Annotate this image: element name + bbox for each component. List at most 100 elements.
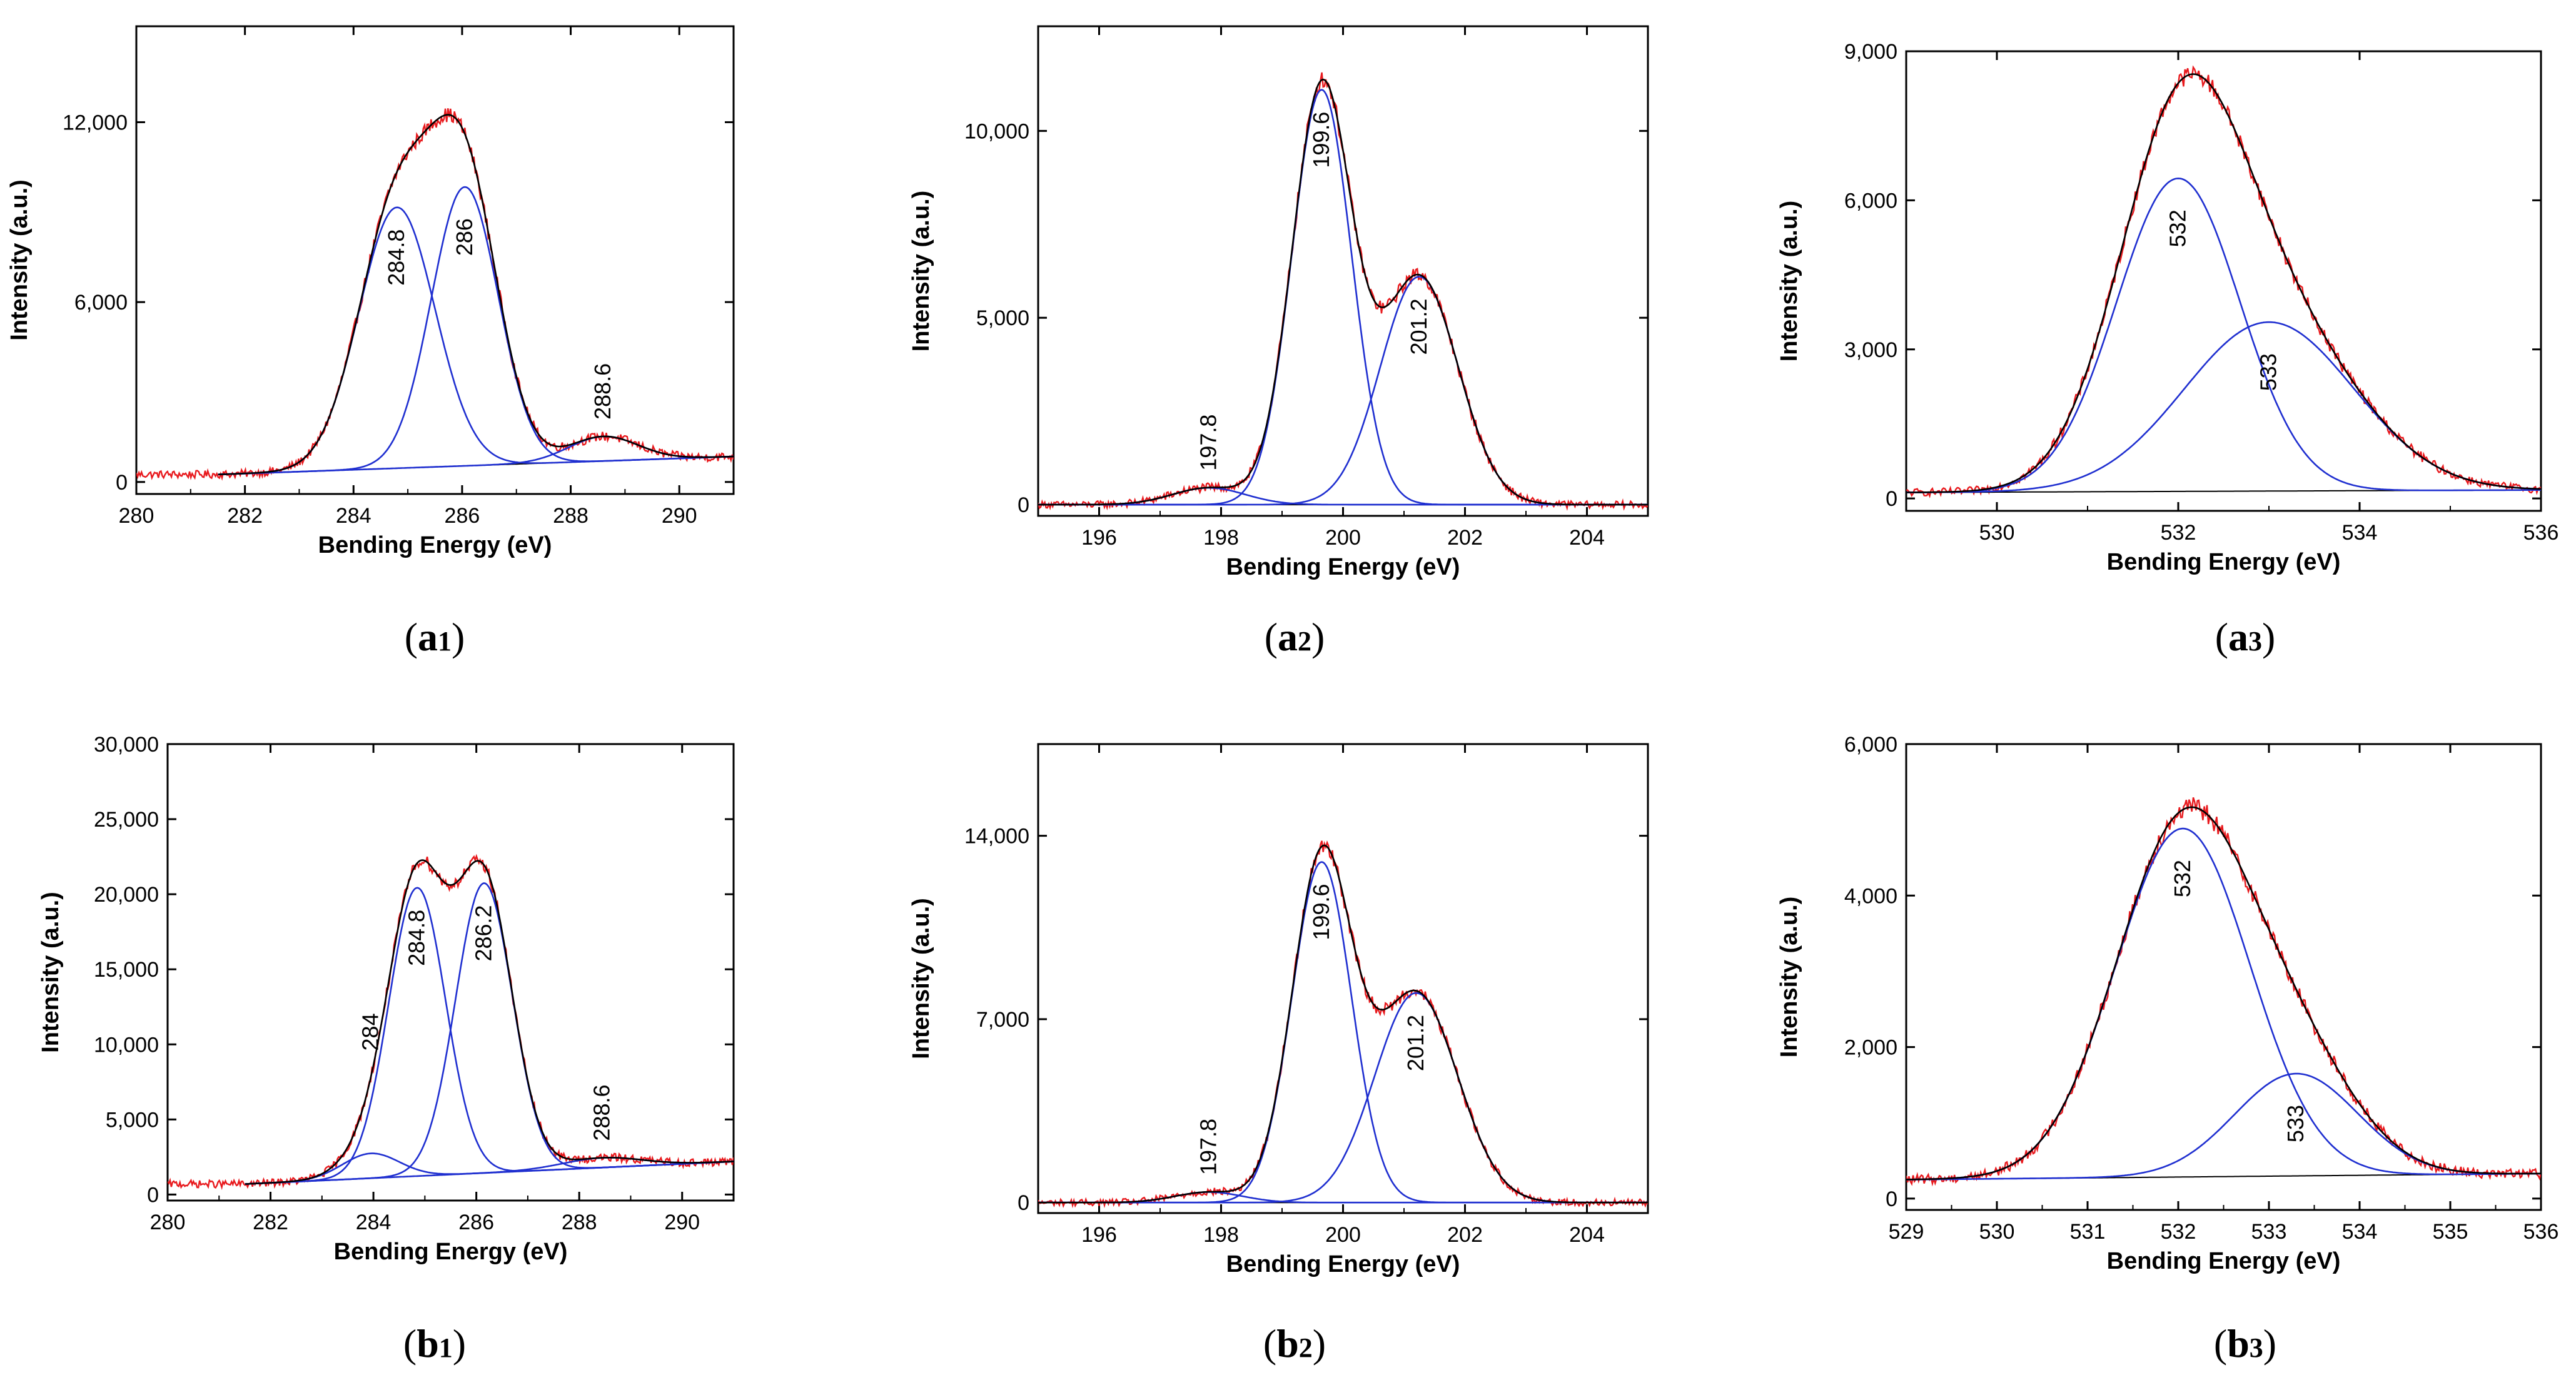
panel-caption: (a1) <box>405 615 465 659</box>
x-tick-label: 536 <box>2523 1220 2559 1244</box>
x-axis-title: Bending Energy (eV) <box>2107 1248 2341 1274</box>
panel-caption: (b2) <box>1263 1321 1326 1366</box>
peak-label: 533 <box>2283 1105 2308 1142</box>
x-tick-label: 198 <box>1203 526 1239 550</box>
fit-envelope-line <box>1038 844 1648 1204</box>
y-axis-title: Intensity (a.u.) <box>908 898 934 1059</box>
y-axis-title: Intensity (a.u.) <box>6 179 33 341</box>
y-tick-label: 0 <box>1018 1191 1029 1215</box>
component-peak-197-8 <box>1038 1191 1648 1204</box>
peak-label: 286 <box>452 218 477 256</box>
y-tick-label: 9,000 <box>1844 40 1897 64</box>
x-tick-label: 286 <box>445 504 480 528</box>
x-tick-label: 531 <box>2070 1220 2106 1244</box>
panel-b2: 196 198 200 202 204 0 7,000 14,000 Bending Energ… <box>908 743 1649 1366</box>
plot-frame <box>135 25 735 495</box>
y-tick-label: 20,000 <box>94 883 159 907</box>
x-tick-label: 290 <box>662 504 697 528</box>
panel-a2: 196 198 200 202 204 0 5,000 10,000 Bending Energ… <box>908 25 1649 659</box>
plot-frame <box>1905 50 2542 512</box>
fit-envelope-line <box>218 114 734 476</box>
component-peak-532 <box>1906 827 2541 1181</box>
peak-label: 197.8 <box>1196 1119 1221 1175</box>
y-tick-label: 10,000 <box>94 1033 159 1057</box>
x-axis-title: Bending Energy (eV) <box>2107 549 2341 575</box>
y-axis-title: Intensity (a.u.) <box>38 892 64 1053</box>
panel-a3: 530 532 534 536 0 3,000 6,000 9,000 Bending Ener… <box>1776 40 2558 659</box>
peak-label: 286.2 <box>470 905 496 961</box>
x-tick-label: 202 <box>1447 1223 1483 1247</box>
raw-spectrum-line <box>1038 72 1648 511</box>
peak-label: 532 <box>2165 209 2191 247</box>
panel-caption: (a2) <box>1265 615 1325 659</box>
x-axis-title: Bending Energy (eV) <box>1226 554 1460 580</box>
x-tick-label: 533 <box>2251 1220 2287 1244</box>
component-peak-199-6 <box>1038 861 1648 1204</box>
panel-b3: 529 530 531 532 533 534 535 536 0 2,000 4,000 6,000… <box>1776 733 2558 1366</box>
component-peak-201-2 <box>1038 276 1648 506</box>
x-tick-label: 196 <box>1081 1223 1117 1247</box>
x-axis-title: Bending Energy (eV) <box>334 1239 568 1265</box>
y-tick-label: 14,000 <box>964 825 1029 849</box>
x-tick-label: 534 <box>2342 1220 2378 1244</box>
x-tick-label: 530 <box>1979 1220 2015 1244</box>
x-tick-label: 282 <box>253 1211 288 1234</box>
y-axis-title: Intensity (a.u.) <box>908 191 934 352</box>
peak-label: 288.6 <box>590 363 615 420</box>
peak-label: 533 <box>2256 353 2281 391</box>
x-axis-title: Bending Energy (eV) <box>318 532 552 558</box>
component-peak-288-6 <box>218 435 734 476</box>
raw-spectrum-line <box>1906 65 2541 498</box>
x-axis-title: Bending Energy (eV) <box>1226 1251 1460 1277</box>
plot-area <box>1906 65 2541 498</box>
x-tick-label: 280 <box>150 1211 186 1234</box>
raw-spectrum-line <box>168 854 734 1191</box>
x-tick-label: 196 <box>1081 526 1117 550</box>
peak-label: 199.6 <box>1308 112 1334 168</box>
component-peak-533 <box>1906 321 2541 493</box>
raw-spectrum-line <box>136 108 734 481</box>
y-tick-label: 0 <box>1886 487 1897 511</box>
panel-caption: (b1) <box>403 1321 466 1366</box>
panel-caption: (b3) <box>2214 1321 2276 1366</box>
y-tick-label: 3,000 <box>1844 338 1897 362</box>
y-tick-label: 5,000 <box>106 1108 159 1132</box>
x-tick-label: 204 <box>1569 1223 1605 1247</box>
x-tick-label: 288 <box>553 504 588 528</box>
peak-label: 201.2 <box>1403 1015 1428 1071</box>
y-tick-label: 25,000 <box>94 808 159 832</box>
x-tick-label: 532 <box>2161 521 2196 545</box>
peak-label: 199.6 <box>1308 884 1334 940</box>
component-peak-532 <box>1906 177 2541 493</box>
x-tick-label: 200 <box>1325 526 1361 550</box>
plot-area <box>1906 797 2541 1187</box>
peak-label: 197.8 <box>1196 415 1221 471</box>
y-tick-label: 0 <box>147 1183 159 1207</box>
y-tick-label: 6,000 <box>1844 189 1897 213</box>
x-tick-label: 282 <box>227 504 263 528</box>
x-tick-label: 290 <box>664 1211 700 1234</box>
x-tick-label: 288 <box>562 1211 597 1234</box>
x-tick-label: 204 <box>1569 526 1605 550</box>
y-tick-label: 4,000 <box>1844 884 1897 908</box>
peak-label: 288.6 <box>589 1085 615 1141</box>
plot-frame <box>166 743 735 1202</box>
y-tick-label: 7,000 <box>976 1008 1029 1032</box>
plot-area <box>168 854 734 1191</box>
peak-label: 532 <box>2169 860 2195 897</box>
y-tick-label: 30,000 <box>94 733 159 757</box>
y-tick-label: 0 <box>1886 1187 1897 1211</box>
plot-area <box>1038 72 1648 511</box>
plot-frame <box>1905 743 2542 1211</box>
peak-label: 201.2 <box>1406 298 1432 355</box>
x-tick-label: 202 <box>1447 526 1483 550</box>
panel-caption: (a3) <box>2215 615 2276 659</box>
x-tick-label: 535 <box>2433 1220 2468 1244</box>
x-tick-label: 284 <box>356 1211 391 1234</box>
panel-b1: 280 282 284 286 288 290 0 5,000 10,000 15,000 20,0… <box>38 733 735 1366</box>
x-tick-label: 532 <box>2161 1220 2196 1244</box>
y-tick-label: 0 <box>1018 493 1029 517</box>
fit-envelope-line <box>1906 806 2541 1181</box>
fit-envelope-line <box>1038 78 1648 506</box>
